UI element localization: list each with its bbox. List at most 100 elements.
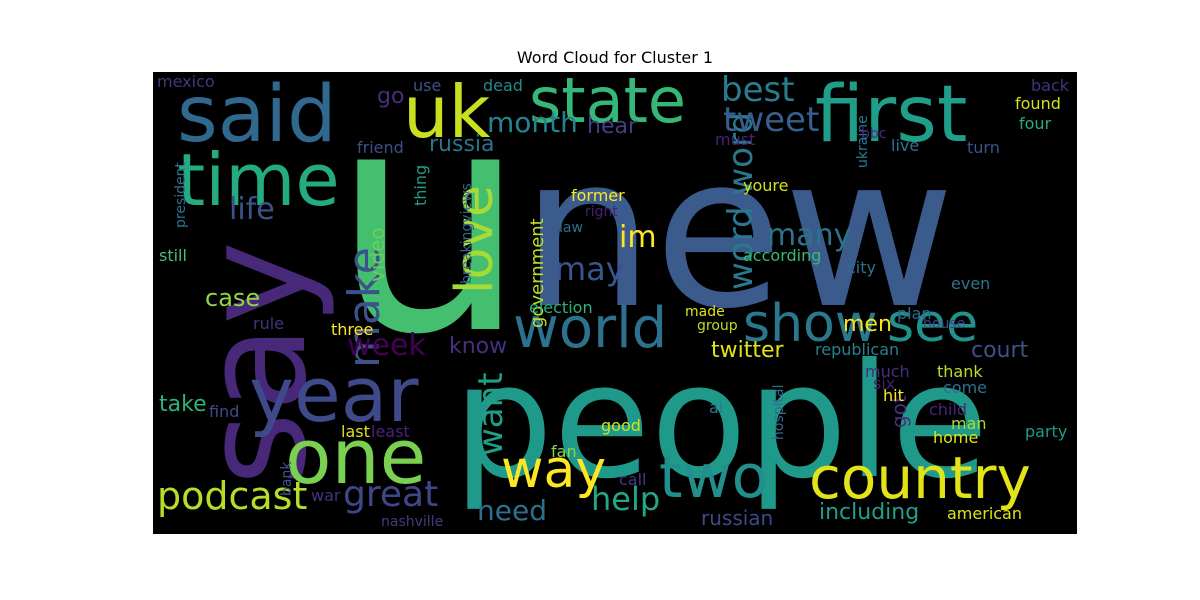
cloud-word-china: china — [1071, 205, 1077, 340]
cloud-word-know: know — [449, 334, 507, 359]
cloud-word-im: im — [619, 220, 657, 255]
cloud-word-least: least — [371, 422, 410, 441]
cloud-word-youre: youre — [743, 176, 788, 195]
cloud-word-hospital: hospital — [771, 385, 787, 440]
cloud-word-hear: hear — [587, 114, 638, 139]
cloud-word-country: country — [809, 444, 1031, 512]
cloud-word-want: want — [471, 372, 511, 456]
cloud-word-two: two — [659, 442, 768, 512]
cloud-word-u: u — [331, 72, 527, 403]
cloud-word-best: best — [721, 72, 795, 110]
cloud-word-may: may — [555, 250, 625, 288]
cloud-word-still: still — [159, 246, 187, 265]
cloud-word-video: video — [365, 227, 389, 282]
cloud-word-go: go — [377, 84, 404, 109]
cloud-word-back: back — [1031, 76, 1070, 95]
cloud-word-group: group — [697, 318, 738, 334]
cloud-word-child: child — [929, 400, 967, 419]
cloud-word-party: party — [1025, 422, 1067, 441]
cloud-word-one: one — [285, 412, 426, 501]
cloud-word-last: last — [341, 422, 370, 441]
cloud-word-thank: thank — [937, 362, 983, 381]
cloud-word-thing: thing — [411, 165, 430, 206]
cloud-word-tweet: tweet — [723, 100, 819, 140]
cloud-word-said: said — [177, 72, 337, 160]
cloud-word-friend: friend — [357, 138, 404, 157]
cloud-word-first: first — [815, 72, 967, 160]
cloud-word-russia: russia — [429, 132, 495, 157]
cloud-word-found: found — [1015, 94, 1061, 113]
cloud-word-republican: republican — [815, 340, 899, 359]
cloud-word-got: got — [887, 395, 911, 428]
cloud-word-hit: hit — [883, 386, 904, 405]
cloud-word-great: great — [343, 474, 438, 515]
cloud-word-show: show — [743, 294, 877, 354]
cloud-word-ukraine: ukraine — [855, 115, 871, 168]
cloud-word-russian: russian — [701, 506, 773, 530]
cloud-word-world: world — [513, 296, 667, 361]
cloud-word-use: use — [413, 76, 441, 95]
cloud-word-make: make — [339, 247, 390, 368]
cloud-word-three: three — [331, 320, 373, 339]
cloud-word-need: need — [477, 494, 547, 527]
cloud-word-rule: rule — [253, 314, 284, 333]
cloud-word-mexico: mexico — [157, 72, 215, 91]
cloud-word-month: month — [487, 106, 578, 139]
word-cloud-background — [153, 72, 1077, 534]
cloud-word-man: man — [951, 414, 987, 433]
cloud-word-home: home — [933, 428, 978, 447]
cloud-word-former: former — [571, 186, 625, 205]
cloud-word-life: life — [229, 192, 275, 227]
cloud-word-court: court — [971, 338, 1029, 363]
cloud-word-four: four — [1019, 114, 1052, 133]
cloud-word-live: live — [891, 136, 919, 155]
cloud-word-made: made — [685, 304, 725, 320]
cloud-word-right: right — [585, 204, 618, 220]
cloud-word-come: come — [943, 378, 987, 397]
cloud-word-see: see — [887, 294, 978, 354]
cloud-word-help: help — [591, 480, 660, 518]
cloud-word-ai: ai — [709, 398, 723, 417]
cloud-word-fan: fan — [551, 442, 577, 461]
cloud-word-bank: bank — [279, 461, 295, 496]
cloud-word-six: six — [873, 374, 895, 393]
cloud-word-good: good — [601, 416, 641, 435]
cloud-word-plan: plan — [897, 304, 932, 323]
cloud-word-new: new — [521, 110, 955, 355]
cloud-word-time: time — [177, 138, 340, 222]
cloud-word-government: government — [527, 218, 548, 328]
cloud-word-according: according — [743, 246, 821, 265]
cloud-word-people: people — [453, 330, 989, 514]
cloud-word-call: call — [619, 470, 647, 489]
cloud-word-turn: turn — [967, 138, 1000, 157]
cloud-word-must: must — [715, 130, 755, 149]
cloud-word-bbc: bbc — [861, 126, 886, 142]
cloud-word-city: city — [847, 258, 876, 277]
chart-title: Word Cloud for Cluster 1 — [516, 48, 714, 67]
cloud-word-much: much — [865, 362, 910, 381]
cloud-word-including: including — [819, 500, 919, 525]
word-cloud-panel: u new people say said first time year one state uk… — [153, 72, 1077, 534]
cloud-word-men: men — [843, 312, 892, 337]
cloud-word-dead: dead — [483, 76, 523, 95]
cloud-word-uk: uk — [403, 72, 491, 154]
cloud-word-american: american — [947, 504, 1022, 523]
cloud-word-war: war — [311, 486, 341, 505]
cloud-word-year: year — [249, 350, 419, 439]
cloud-word-say: say — [173, 241, 338, 486]
cloud-word-week: week — [347, 328, 426, 363]
cloud-word-word-word: word word — [721, 112, 761, 290]
cloud-word-take: take — [159, 392, 207, 417]
cloud-word-president: president — [173, 161, 189, 228]
cloud-word-nashville: nashville — [381, 514, 443, 530]
cloud-word-house: house — [923, 316, 965, 332]
cloud-word-even: even — [951, 274, 990, 293]
cloud-word-find: find — [209, 402, 239, 421]
cloud-word-law: law — [559, 220, 583, 236]
cloud-word-many: many — [767, 218, 851, 253]
cloud-word-state: state — [529, 72, 686, 137]
cloud-word-way: way — [501, 440, 606, 500]
cloud-word-love: love — [445, 185, 505, 294]
cloud-word-breakingviews: breakingviews — [459, 183, 475, 284]
